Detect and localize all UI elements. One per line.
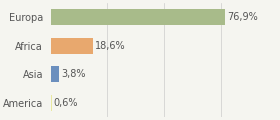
Text: 3,8%: 3,8% <box>61 69 86 79</box>
Bar <box>51 66 59 82</box>
Bar <box>51 38 93 54</box>
Text: 76,9%: 76,9% <box>227 12 257 22</box>
Text: 18,6%: 18,6% <box>95 41 125 51</box>
Bar <box>51 95 52 111</box>
Bar <box>51 9 225 25</box>
Text: 0,6%: 0,6% <box>54 98 78 108</box>
